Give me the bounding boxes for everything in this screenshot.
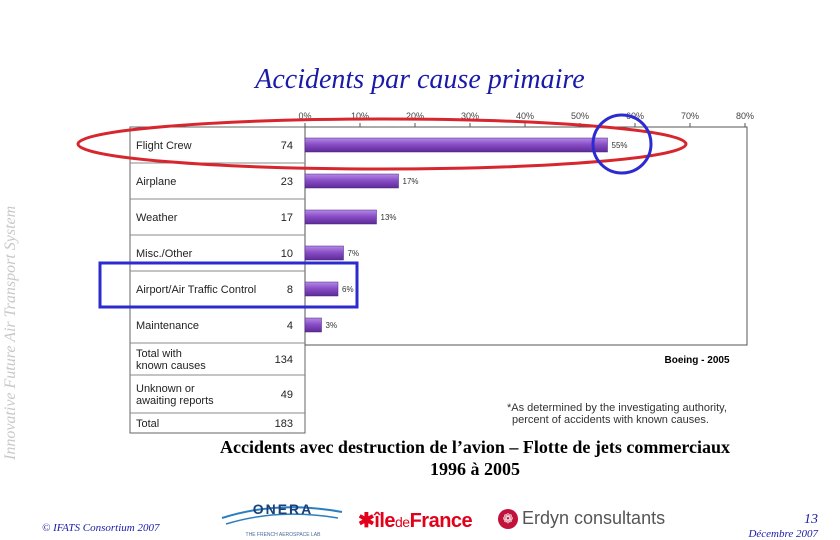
category-label: Weather [136, 212, 178, 224]
x-tick-label: 0% [298, 111, 311, 121]
table-panel [129, 126, 306, 434]
caption-line-1: Accidents avec destruction de l’avion – … [219, 437, 731, 457]
footnote-line-2: percent of accidents with known causes. [512, 414, 709, 426]
bar-value-label: 17% [403, 177, 419, 186]
bar [304, 173, 399, 189]
footer-right: 13 Décembre 2007 [748, 512, 818, 540]
bar [304, 245, 344, 261]
source-label: Boeing - 2005 [664, 355, 729, 366]
bar [304, 281, 339, 297]
idf-star-icon: ✱ [358, 510, 375, 532]
erdyn-logo: ❁ Erdyn consultants [498, 508, 665, 529]
summary-label: awaiting reports [136, 395, 214, 407]
summary-label: known causes [136, 360, 206, 372]
category-label: Maintenance [136, 320, 199, 332]
erdyn-logo-text: Erdyn consultants [522, 508, 666, 528]
x-tick-label: 50% [571, 111, 589, 121]
footnote-line-1: *As determined by the investigating auth… [507, 402, 727, 414]
count-label: 10 [281, 248, 293, 260]
ile-de-france-logo: ✱îledeFrance [358, 508, 473, 533]
summary-label: Total [136, 418, 159, 430]
bar-value-label: 6% [342, 285, 354, 294]
count-label: 4 [287, 320, 293, 332]
bar-value-label: 13% [381, 213, 397, 222]
percentage-highlight-circle [591, 113, 653, 175]
summary-label: Total with [136, 348, 182, 360]
count-label: 23 [281, 176, 293, 188]
category-label: Misc./Other [136, 248, 193, 260]
count-label: 74 [281, 140, 293, 152]
x-tick-label: 20% [406, 111, 424, 121]
summary-value: 183 [275, 418, 293, 430]
x-tick-label: 10% [351, 111, 369, 121]
footer-copyright: © IFATS Consortium 2007 [42, 522, 160, 534]
category-label: Airport/Air Traffic Control [136, 284, 256, 296]
chart-caption: Accidents avec destruction de l’avion – … [185, 436, 765, 480]
x-tick-label: 70% [681, 111, 699, 121]
bar-value-label: 3% [326, 321, 338, 330]
category-label: Flight Crew [136, 140, 192, 152]
summary-value: 49 [281, 389, 293, 401]
bar-value-label: 55% [612, 141, 628, 150]
bar [304, 209, 377, 225]
count-label: 17 [281, 212, 293, 224]
idf-logo-ile: île [374, 510, 396, 532]
count-label: 8 [287, 284, 293, 296]
x-tick-label: 80% [736, 111, 754, 121]
onera-logo-subtext: THE FRENCH AEROSPACE LAB [246, 532, 322, 538]
flight-crew-highlight-ellipse [76, 117, 688, 171]
x-tick-label: 60% [626, 111, 644, 121]
bar-value-label: 7% [348, 249, 360, 258]
summary-value: 134 [275, 354, 293, 366]
idf-logo-de: de [395, 514, 410, 530]
page-number: 13 [804, 512, 818, 527]
erdyn-mark-icon: ❁ [498, 508, 518, 529]
idf-logo-france: France [409, 510, 473, 532]
summary-label: Unknown or [136, 383, 195, 395]
x-tick-label: 30% [461, 111, 479, 121]
category-label: Airplane [136, 176, 176, 188]
caption-line-2: 1996 à 2005 [430, 459, 520, 479]
onera-logo-text: ONERA [253, 501, 314, 517]
bar [304, 137, 608, 153]
onera-logo: ONERA THE FRENCH AEROSPACE LAB [221, 501, 343, 538]
x-tick-label: 40% [516, 111, 534, 121]
slide-title: Accidents par cause primaire [255, 64, 585, 95]
bar [304, 317, 322, 333]
plot-panel [304, 126, 748, 346]
footer-date: Décembre 2007 [748, 528, 818, 540]
atc-highlight-rectangle [98, 261, 359, 309]
